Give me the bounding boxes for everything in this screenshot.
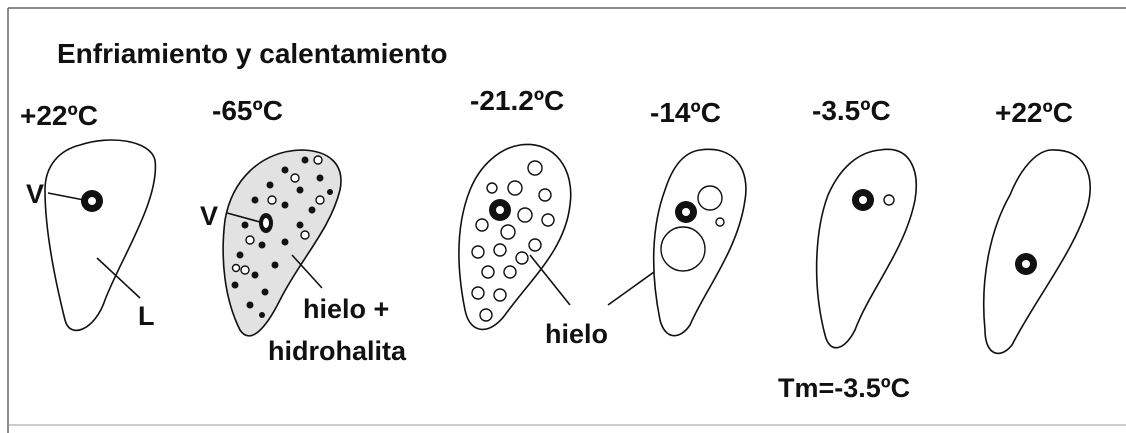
melting-label: Tm=-3.5ºC	[778, 373, 910, 403]
temperature: -21.2ºC	[470, 85, 564, 116]
ice-label: hielo	[545, 319, 608, 349]
liquid-label: L	[138, 301, 155, 331]
temperature: -65ºC	[212, 95, 283, 126]
vapor-label: V	[200, 201, 218, 231]
inclusion-4	[652, 148, 747, 337]
temperature: -14ºC	[650, 97, 721, 128]
inclusion-3	[458, 143, 669, 331]
inclusion-1	[44, 139, 157, 332]
inclusion-5	[815, 148, 917, 349]
inclusion-2	[222, 149, 342, 337]
temperature: +22ºC	[20, 100, 98, 131]
temperature: +22ºC	[995, 97, 1073, 128]
title: Enfriamiento y calentamiento	[57, 38, 448, 69]
vapor-label: V	[26, 179, 44, 209]
inclusion-6	[982, 149, 1091, 355]
ice-label: hidrohalita	[268, 336, 407, 366]
ice-label: hielo +	[303, 294, 389, 324]
temperature: -3.5ºC	[812, 95, 891, 126]
